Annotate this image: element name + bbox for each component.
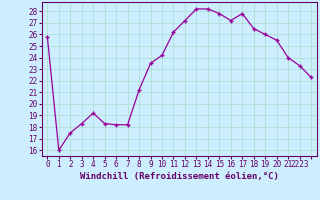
X-axis label: Windchill (Refroidissement éolien,°C): Windchill (Refroidissement éolien,°C) [80, 172, 279, 181]
